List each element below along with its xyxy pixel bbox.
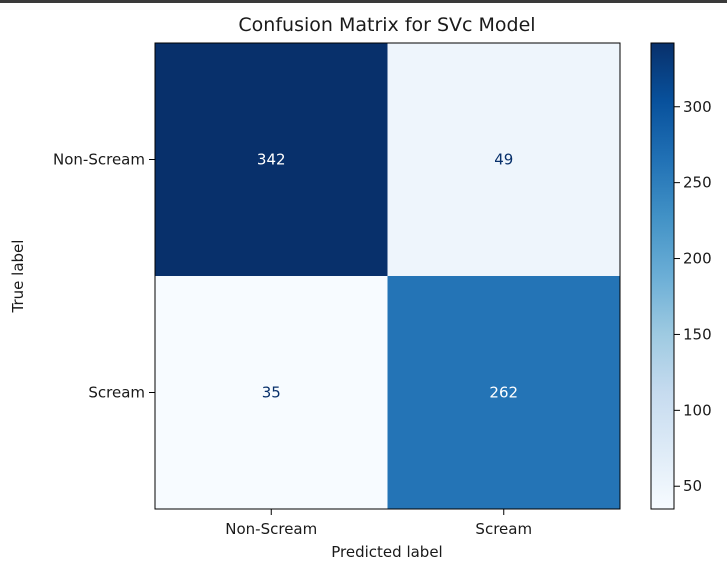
heatmap-cell-labels: 342 49 35 262 [257,151,518,402]
heatmap-cell-value: 35 [262,384,281,402]
x-tick-label: Scream [475,520,532,538]
colorbar-tick-label: 250 [683,174,712,192]
colorbar [651,43,674,509]
colorbar-tick-label: 150 [683,325,712,343]
y-axis-ticks: Non-Scream Scream [53,151,155,402]
x-axis-label: Predicted label [331,543,442,561]
heatmap-cell-value: 49 [494,151,513,169]
window-top-border [0,0,727,3]
colorbar-tick-label: 50 [683,477,702,495]
colorbar-ticks: 50 100 150 200 250 300 [674,98,712,495]
colorbar-frame [650,42,675,510]
x-tick-label: Non-Scream [225,520,317,538]
colorbar-tick-label: 300 [683,98,712,116]
heatmap-cell [387,276,621,510]
heatmap-cells [155,43,621,510]
heatmap-cell [155,43,388,277]
y-tick-label: Non-Scream [53,151,145,169]
y-tick-label: Scream [88,384,145,402]
colorbar-tick-label: 200 [683,250,712,268]
heatmap-cell [387,43,621,277]
heatmap-cell-value: 342 [257,151,286,169]
chart-title: Confusion Matrix for SVc Model [238,14,535,36]
heatmap-cell [155,276,388,510]
heatmap-cell-value: 262 [489,384,518,402]
y-axis-label: True label [9,240,27,314]
heatmap-frame [154,42,621,510]
colorbar-tick-label: 100 [683,401,712,419]
x-axis-ticks: Non-Scream Scream [225,509,532,538]
